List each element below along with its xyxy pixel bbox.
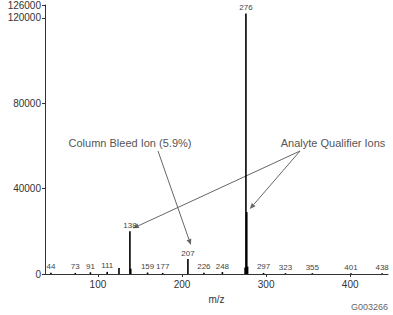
svg-text:226: 226 [197, 262, 211, 271]
svg-text:207: 207 [181, 249, 195, 258]
svg-text:126000: 126000 [8, 0, 42, 11]
svg-text:120000: 120000 [8, 12, 42, 23]
svg-text:400: 400 [342, 279, 359, 290]
svg-text:44: 44 [46, 262, 55, 271]
svg-text:159: 159 [141, 262, 155, 271]
svg-text:200: 200 [174, 279, 191, 290]
svg-text:300: 300 [258, 279, 275, 290]
svg-text:40000: 40000 [13, 183, 41, 194]
svg-text:100: 100 [90, 279, 107, 290]
svg-text:138: 138 [123, 221, 137, 230]
svg-text:80000: 80000 [13, 98, 41, 109]
svg-text:Column Bleed Ion (5.9%): Column Bleed Ion (5.9%) [69, 137, 192, 149]
svg-text:355: 355 [306, 263, 320, 272]
svg-text:438: 438 [375, 263, 389, 272]
svg-text:323: 323 [279, 263, 293, 272]
svg-text:401: 401 [344, 263, 358, 272]
svg-text:248: 248 [216, 262, 230, 271]
svg-text:111: 111 [101, 261, 114, 270]
svg-text:m/z: m/z [208, 294, 224, 305]
svg-text:297: 297 [257, 262, 271, 271]
svg-text:73: 73 [71, 262, 80, 271]
svg-text:177: 177 [156, 262, 170, 271]
svg-text:Analyte Qualifier Ions: Analyte Qualifier Ions [281, 137, 386, 149]
svg-text:G003266: G003266 [351, 302, 388, 312]
svg-text:91: 91 [86, 262, 95, 271]
svg-text:0: 0 [35, 269, 41, 280]
svg-text:276: 276 [239, 3, 253, 12]
